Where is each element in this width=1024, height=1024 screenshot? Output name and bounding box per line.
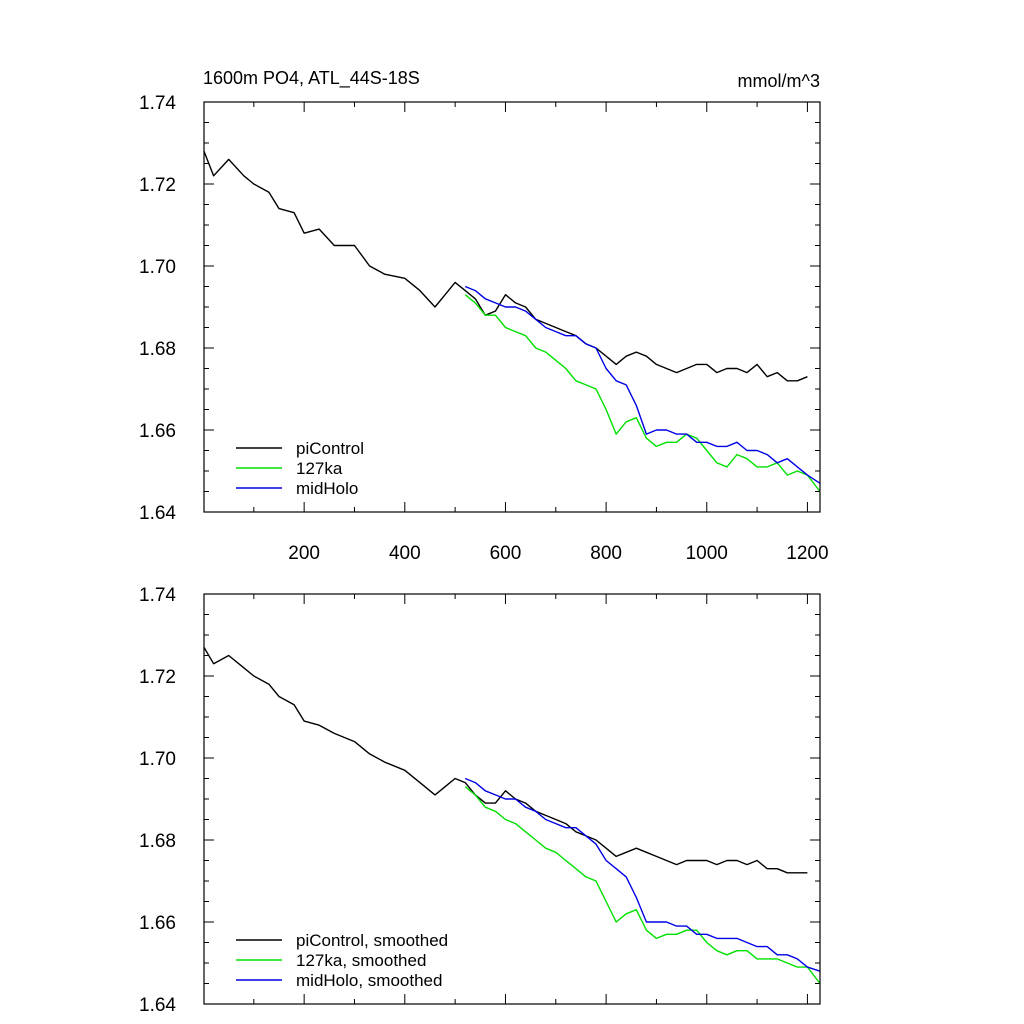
legend-label: midHolo, smoothed xyxy=(296,971,442,990)
y-tick-label: 1.70 xyxy=(139,257,176,278)
y-tick-label: 1.74 xyxy=(139,93,176,114)
series-lines xyxy=(203,646,821,984)
legend-label: midHolo xyxy=(296,479,358,498)
x-tick-label: 400 xyxy=(389,543,421,564)
axis-ticks xyxy=(204,593,820,1005)
x-tick-label: 1000 xyxy=(686,543,728,564)
legend-label: 127ka xyxy=(296,459,343,478)
y-tick-label: 1.74 xyxy=(139,585,176,606)
y-axis-labels: 1.64 1.66 1.68 1.70 1.72 1.74 xyxy=(139,93,176,524)
y-tick-label: 1.64 xyxy=(139,995,176,1016)
series-lines xyxy=(203,150,821,492)
series-line-picontrol xyxy=(203,150,808,382)
y-tick-label: 1.64 xyxy=(139,503,176,524)
y-tick-label: 1.66 xyxy=(139,421,176,442)
x-tick-label: 200 xyxy=(288,543,320,564)
x-tick-label: 1200 xyxy=(786,543,828,564)
x-tick-label: 800 xyxy=(590,543,622,564)
y-tick-label: 1.70 xyxy=(139,749,176,770)
y-tick-label: 1.72 xyxy=(139,667,176,688)
x-axis-labels: 200 400 600 800 1000 1200 xyxy=(288,543,828,564)
y-tick-label: 1.72 xyxy=(139,175,176,196)
series-line-midholo-smoothed xyxy=(464,777,821,972)
series-line-127ka xyxy=(464,294,821,492)
plot-frame xyxy=(203,593,821,1005)
legend-label: piControl, smoothed xyxy=(296,931,448,950)
y-axis-labels: 1.64 1.66 1.68 1.70 1.72 1.74 xyxy=(139,585,176,1016)
units-label: mmol/m^3 xyxy=(738,71,820,91)
series-line-picontrol-smoothed xyxy=(203,646,808,874)
legend-label: 127ka, smoothed xyxy=(296,951,426,970)
y-tick-label: 1.68 xyxy=(139,339,176,360)
legend-label: piControl xyxy=(296,439,364,458)
chart-title: 1600m PO4, ATL_44S-18S xyxy=(203,68,420,89)
y-tick-label: 1.68 xyxy=(139,831,176,852)
series-line-midholo xyxy=(464,285,821,484)
series-line-127ka-smoothed xyxy=(464,786,821,984)
plot-frame xyxy=(203,101,821,513)
x-tick-label: 600 xyxy=(490,543,522,564)
y-tick-label: 1.66 xyxy=(139,913,176,934)
bottom-panel: 1.64 1.66 1.68 1.70 1.72 1.74 piControl, smoo… xyxy=(139,585,821,1016)
top-panel: 1600m PO4, ATL_44S-18S mmol/m^3 1.64 1.66… xyxy=(139,68,829,564)
